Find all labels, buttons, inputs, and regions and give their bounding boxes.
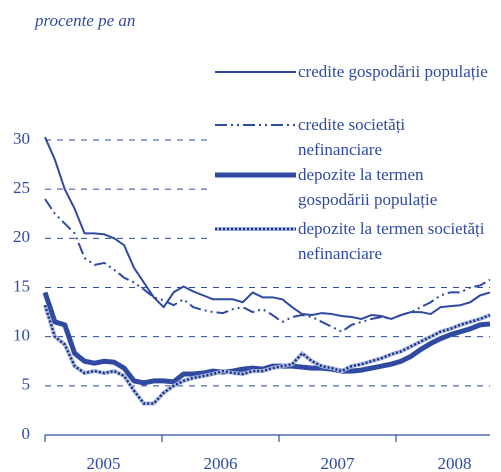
y-tick-label: 5 (22, 375, 31, 394)
legend-label: depozite la termen societăți nefinanciar… (298, 219, 485, 263)
x-tick-label: 2008 (438, 454, 472, 472)
legend-background (210, 55, 501, 267)
y-tick-label: 30 (13, 129, 30, 148)
legend-label: credite societăți nefinanciare (298, 115, 406, 159)
series-line (43, 304, 491, 405)
series-line (44, 198, 491, 333)
series-line-halo (43, 304, 491, 406)
y-tick-label: 20 (13, 227, 30, 246)
x-tick-label: 2006 (204, 454, 238, 472)
y-tick-label: 0 (22, 424, 31, 443)
y-tick-label: 25 (13, 178, 30, 197)
y-tick-label: 15 (13, 276, 30, 295)
y-axis-label: procente pe an (34, 11, 135, 30)
y-tick-label: 10 (13, 326, 30, 345)
legend-label: credite gospodării populație (298, 62, 488, 81)
series-line (44, 136, 491, 320)
x-tick-label: 2007 (321, 454, 356, 472)
x-tick-label: 2005 (87, 454, 121, 472)
legend-label: depozite la termen gospodării populație (298, 165, 438, 209)
